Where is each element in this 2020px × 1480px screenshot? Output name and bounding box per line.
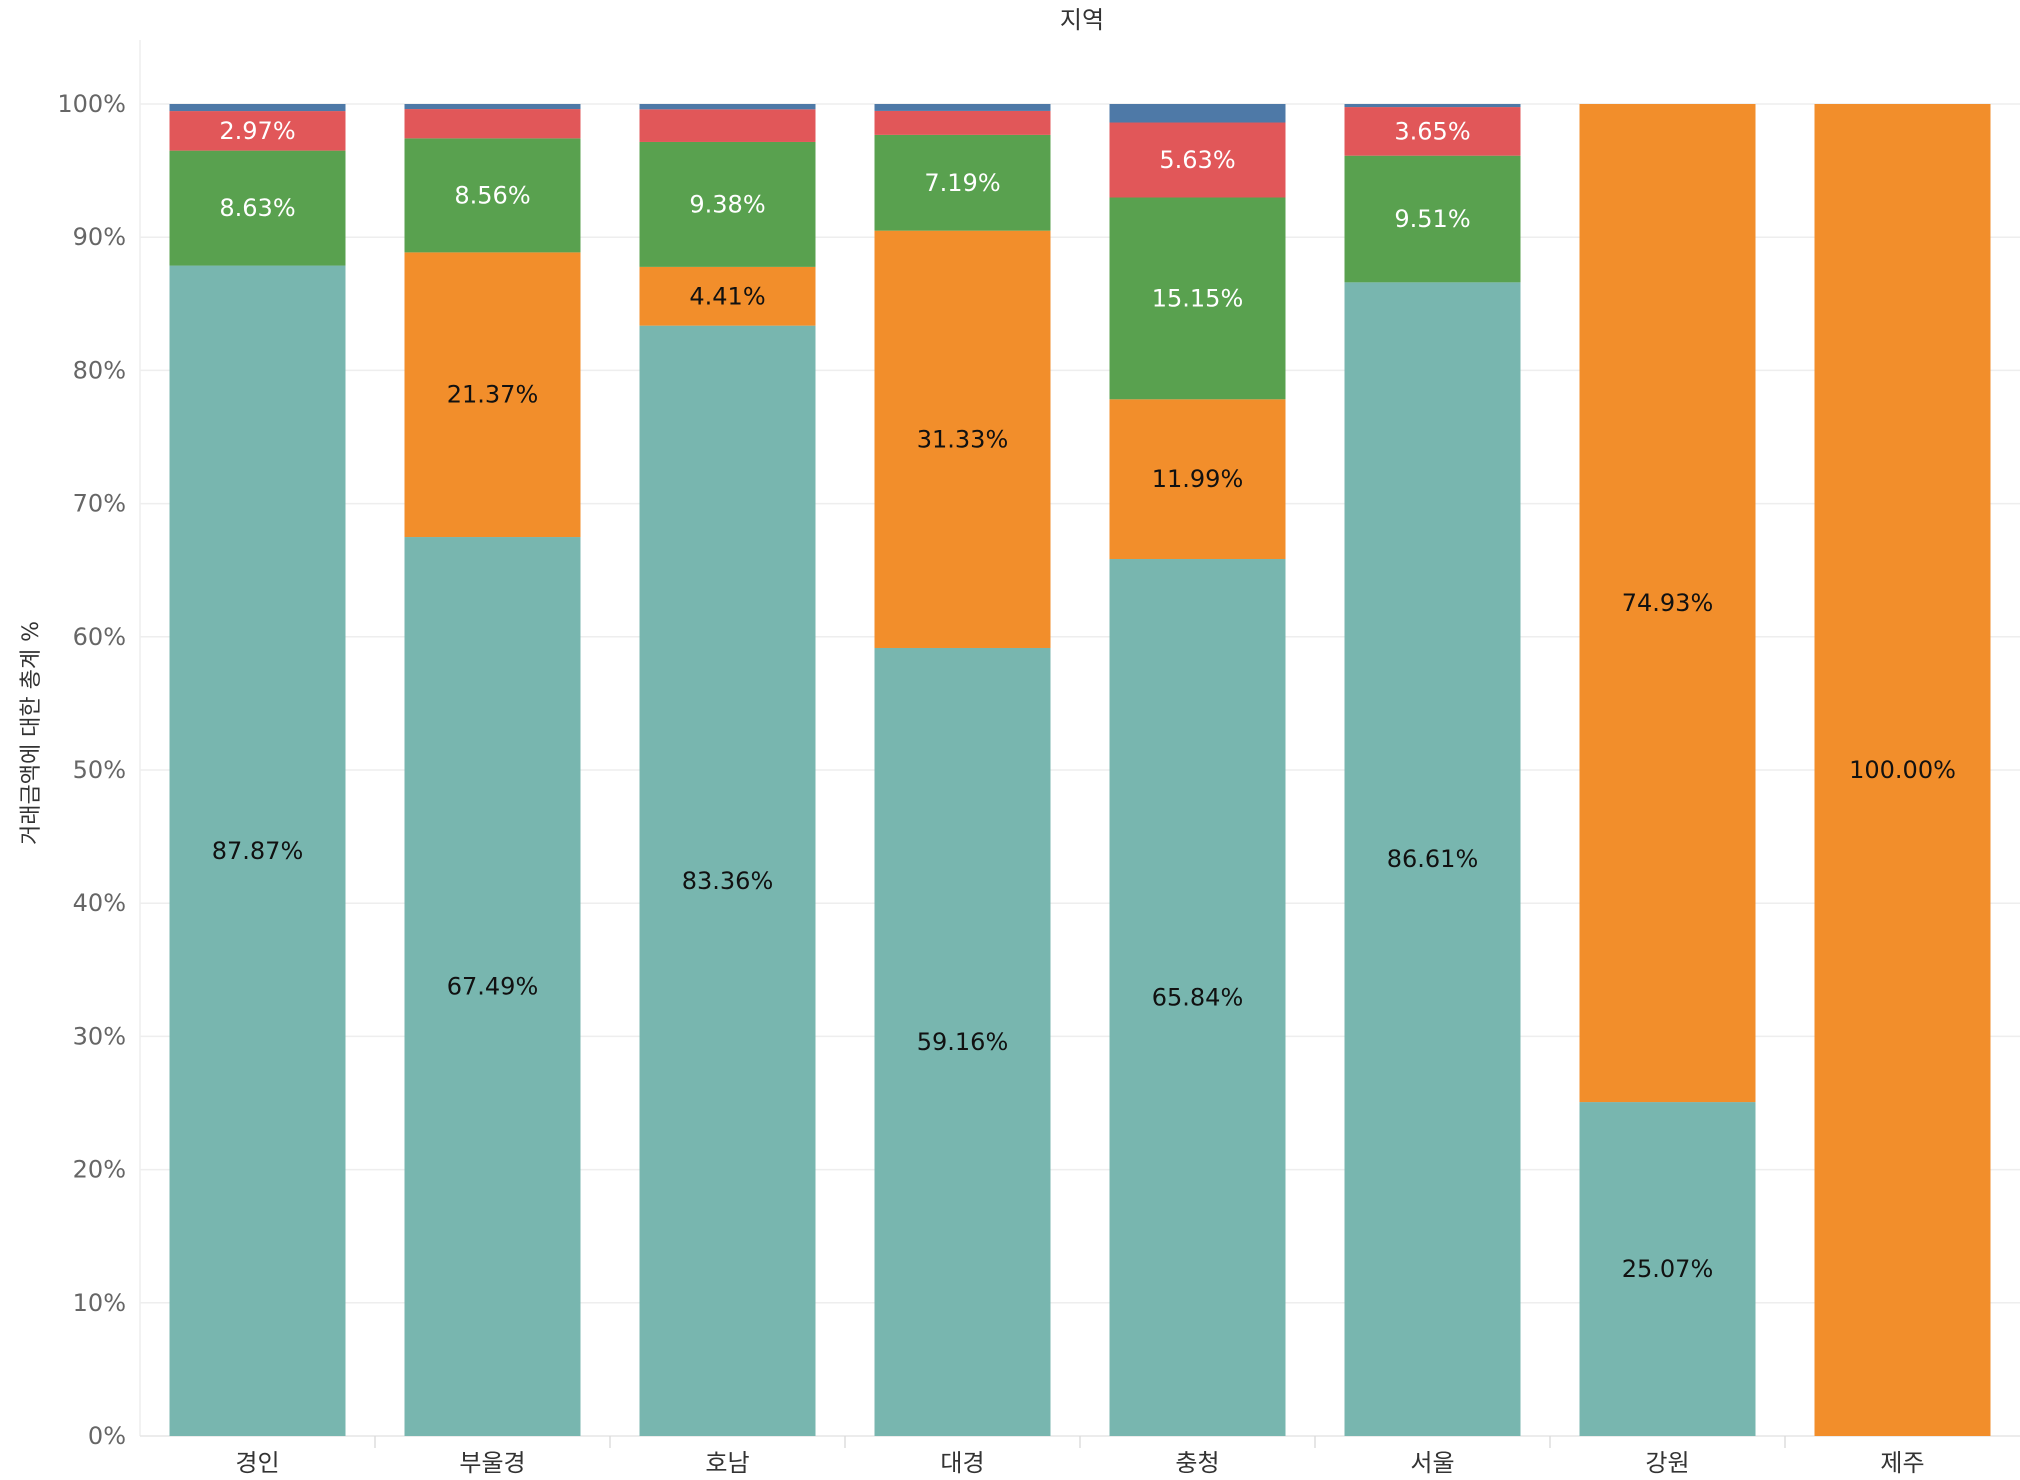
y-tick-label: 50% [73,756,126,784]
bar-segment[interactable] [404,138,581,253]
bar-segment[interactable] [874,110,1051,135]
bar-segment[interactable] [874,104,1051,111]
bar-segment[interactable] [639,104,816,110]
x-category-label: 서울 [1410,1449,1454,1477]
chart-title: 지역 [1060,6,1104,34]
data-labels: 87.87% 8.63% 2.97% 67.49% 21.37% 8.56% 83.36% 4… [212,117,1956,1283]
bar-segment[interactable] [404,537,581,1436]
bar-segment[interactable] [1814,104,1991,1436]
bar-value-label: 87.87% [212,837,304,865]
bar-value-label: 83.36% [682,867,774,895]
bar-value-label: 31.33% [917,425,1009,453]
bars [169,104,1991,1437]
bar-segment[interactable] [639,325,816,1437]
bar-value-label: 3.65% [1394,117,1470,145]
x-category-label: 부울경 [459,1449,525,1477]
y-tick-label: 90% [73,223,126,251]
bar-value-label: 15.15% [1152,284,1244,312]
y-tick-label: 100% [57,90,126,118]
bar-segment[interactable] [874,134,1051,231]
bar-value-label: 7.19% [924,169,1000,197]
bar-segment[interactable] [1579,104,1756,1103]
bar-value-label: 100.00% [1849,756,1956,784]
bar-value-label: 25.07% [1622,1255,1714,1283]
bar-segment[interactable] [404,109,581,139]
bar-value-label: 8.63% [219,194,295,222]
bar-value-label: 21.37% [447,381,539,409]
bar-segment[interactable] [1579,1102,1756,1436]
bar-segment[interactable] [404,252,581,538]
bar-segment[interactable] [874,647,1051,1436]
bar-value-label: 11.99% [1152,465,1244,493]
bar-value-label: 74.93% [1622,589,1714,617]
x-category-label: 충청 [1175,1449,1219,1477]
bar-value-label: 5.63% [1159,146,1235,174]
bar-value-label: 4.41% [689,282,765,310]
bar-segment[interactable] [1109,399,1286,560]
bar-segment[interactable] [639,266,816,326]
bar-segment[interactable] [1109,122,1286,198]
bar-value-label: 8.56% [454,181,530,209]
bar-segment[interactable] [1344,155,1521,283]
bar-segment[interactable] [1109,197,1286,400]
bar-segment[interactable] [639,141,816,267]
bar-segment[interactable] [1109,559,1286,1436]
bar-value-label: 67.49% [447,973,539,1001]
bar-value-label: 9.38% [689,190,765,218]
y-tick-label: 40% [73,889,126,917]
x-category-label: 호남 [705,1449,749,1477]
bar-segment[interactable] [1344,107,1521,156]
y-tick-label: 60% [73,623,126,651]
y-tick-label: 20% [73,1156,126,1184]
x-category-label: 대경 [940,1449,984,1477]
bar-value-label: 86.61% [1387,845,1479,873]
bar-segment[interactable] [169,104,346,112]
bar-segment[interactable] [169,111,346,151]
bar-segment[interactable] [169,150,346,266]
bar-value-label: 65.84% [1152,984,1244,1012]
bar-segment[interactable] [874,230,1051,648]
y-tick-label: 80% [73,356,126,384]
bar-segment[interactable] [639,109,816,142]
bar-value-label: 2.97% [219,117,295,145]
x-axis-categories: 경인 부울경 호남 대경 충청 서울 강원 제주 [235,1449,1924,1477]
bar-segment[interactable] [1344,282,1521,1437]
bar-segment[interactable] [1109,104,1286,123]
y-tick-label: 10% [73,1289,126,1317]
y-tick-label: 0% [88,1422,126,1450]
x-category-label: 강원 [1645,1449,1689,1477]
bar-segment[interactable] [404,104,581,110]
y-axis-ticks: 0% 10% 20% 30% 40% 50% 60% 70% 80% 90% 100% [57,90,126,1450]
y-tick-label: 70% [73,490,126,518]
bar-segment[interactable] [1344,104,1521,108]
bar-segment[interactable] [169,265,346,1437]
bar-value-label: 9.51% [1394,205,1470,233]
x-category-label: 경인 [235,1449,279,1477]
y-axis-label: 거래금액에 대한 총계 % [19,621,44,845]
y-tick-label: 30% [73,1022,126,1050]
x-category-label: 제주 [1880,1449,1924,1477]
bar-value-label: 59.16% [917,1028,1009,1056]
